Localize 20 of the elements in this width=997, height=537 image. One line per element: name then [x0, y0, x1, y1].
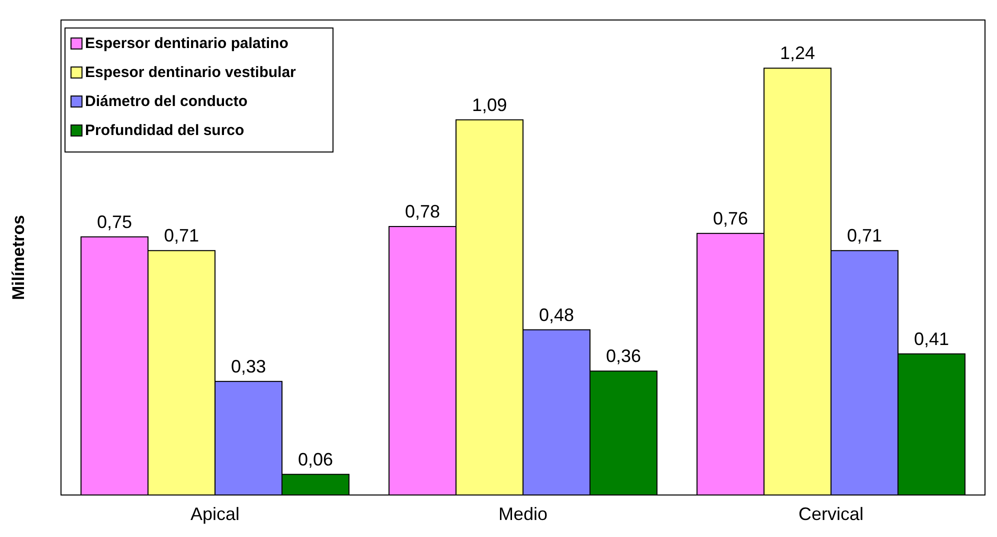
legend-label: Diámetro del conducto: [85, 93, 248, 110]
data-label: 0,41: [914, 328, 950, 349]
y-axis-title: Milímetros: [9, 214, 28, 300]
data-label: 0,75: [96, 212, 132, 232]
data-label: 0,36: [606, 346, 642, 366]
x-tick-label: Medio: [498, 504, 548, 524]
data-label: 0,71: [846, 226, 882, 246]
data-label: 0,76: [712, 208, 748, 228]
data-label: 0,71: [164, 226, 200, 246]
data-label: 1,24: [780, 43, 816, 64]
data-label: 1,09: [472, 94, 508, 115]
data-label: 0,48: [538, 304, 574, 325]
legend-label: Profundidad del surco: [85, 122, 244, 139]
x-tick-label: Apical: [190, 504, 240, 524]
data-label: 0,78: [404, 202, 440, 222]
data-label: 0,33: [230, 356, 266, 376]
legend-label: Espesor dentinario vestibular: [85, 64, 296, 81]
legend-label: Espersor dentinario palatino: [85, 35, 288, 52]
data-label: 0,06: [298, 449, 334, 470]
x-tick-label: Cervical: [798, 504, 864, 524]
